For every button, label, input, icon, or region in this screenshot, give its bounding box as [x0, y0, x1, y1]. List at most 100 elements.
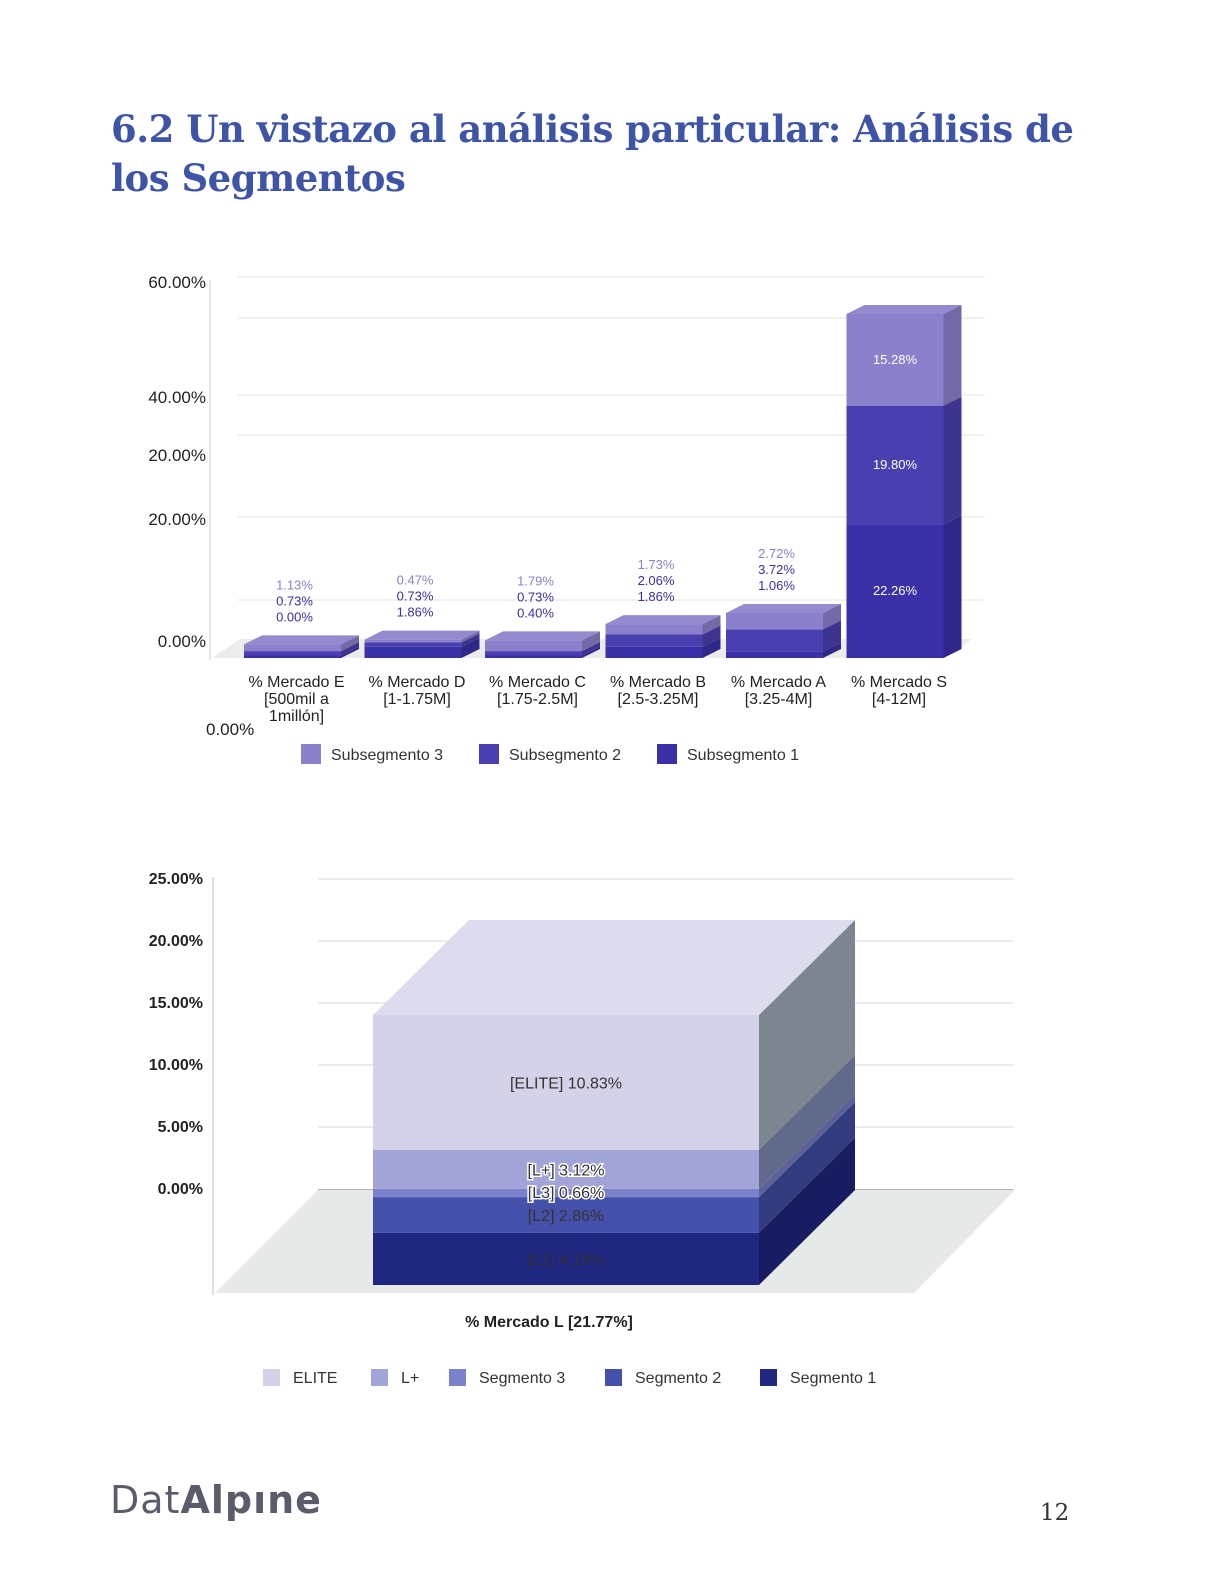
segment-segmento-1-front — [373, 1232, 759, 1285]
bar-subsegmento-2-front — [485, 651, 582, 656]
data-label: 1.86% — [397, 605, 434, 620]
data-label: 22.26% — [873, 583, 918, 598]
category-label: % Mercado D — [369, 674, 466, 691]
bar-group — [846, 304, 962, 658]
data-label: [L+] 3.12% — [528, 1162, 605, 1179]
category-label: [2.5-3.25M] — [618, 691, 699, 708]
data-label: [L2] 2.86% — [528, 1208, 605, 1225]
bar-subsegmento-1-front — [244, 655, 341, 658]
bar-subsegmento-1-front — [846, 524, 944, 658]
category-label: [3.25-4M] — [745, 691, 813, 708]
segment-l--front — [373, 1150, 759, 1189]
data-label: 2.72% — [758, 546, 795, 561]
segment-side — [759, 1137, 855, 1285]
bar-subsegmento-1-front — [605, 646, 703, 658]
segment-side — [759, 1102, 855, 1233]
bar-subsegmento-2-side — [943, 396, 962, 525]
data-label: 0.73% — [517, 589, 554, 604]
category-label: 1millón] — [269, 708, 324, 725]
data-label: 0.73% — [276, 593, 313, 608]
bar-subsegmento-1-front — [485, 655, 582, 658]
y-tick-label: 25.00% — [149, 871, 203, 888]
segment-side — [759, 920, 855, 1150]
bar-subsegmento-1-side — [823, 642, 841, 658]
segment-elite-front — [373, 1015, 759, 1150]
data-label: 0.40% — [517, 605, 554, 620]
data-label: 1.73% — [638, 557, 675, 572]
bar-subsegmento-1-side — [341, 646, 359, 658]
data-label: 0.73% — [397, 589, 434, 604]
bar-group — [726, 604, 841, 658]
page-title: 6.2 Un vistazo al análisis particular: A… — [111, 107, 1074, 200]
legend-swatch — [263, 1369, 280, 1386]
market-segments-chart: 60.00%40.00%20.00%20.00%0.00%0.00%1.13%0… — [148, 273, 985, 764]
legend-label: ELITE — [293, 1370, 337, 1387]
data-label: 1.13% — [276, 577, 313, 592]
category-label: % Mercado E — [248, 674, 344, 691]
bar-subsegmento-3-front — [244, 644, 341, 652]
bar-subsegmento-3-side — [823, 604, 841, 630]
legend-swatch — [605, 1369, 622, 1386]
logo-regular: Dat — [110, 1478, 181, 1522]
bar-subsegmento-2-front — [364, 642, 462, 647]
bar-subsegmento-2-front — [244, 651, 341, 656]
segment-side — [759, 1055, 855, 1189]
category-label: [1.75-2.5M] — [497, 691, 578, 708]
category-label: [1-1.75M] — [383, 691, 451, 708]
legend-swatch — [479, 744, 499, 764]
data-label: [L1] 4.19% — [528, 1252, 605, 1269]
bar-subsegmento-3-front — [364, 639, 462, 643]
bar-subsegmento-2-front — [605, 634, 703, 647]
legend-swatch — [449, 1369, 466, 1386]
bar-group — [605, 615, 721, 658]
bar-subsegmento-1-front — [726, 651, 823, 658]
bar-subsegmento-3-side — [702, 615, 721, 635]
segment-side — [759, 1093, 855, 1198]
bar-subsegmento-3-side — [341, 635, 359, 652]
legend-label: Subsegmento 3 — [331, 747, 443, 764]
legend-swatch — [371, 1369, 388, 1386]
page-number: 12 — [1040, 1500, 1070, 1526]
bar-subsegmento-3-side — [461, 630, 480, 643]
category-label: % Mercado C — [489, 674, 586, 691]
bar-subsegmento-3-top — [605, 615, 721, 625]
y-tick-label: 20.00% — [148, 446, 206, 465]
category-label: % Mercado S — [851, 674, 947, 691]
bar-subsegmento-3-front — [846, 313, 944, 406]
legend-swatch — [657, 744, 677, 764]
category-label: % Mercado L [21.77%] — [465, 1314, 633, 1331]
y-tick-label: 15.00% — [149, 995, 203, 1012]
bar-mercado-l — [373, 920, 855, 1285]
legend-swatch — [301, 744, 321, 764]
bar-subsegmento-2-side — [823, 620, 841, 652]
bar-subsegmento-2-side — [702, 625, 721, 647]
bar-subsegmento-3-front — [726, 613, 823, 630]
category-label: % Mercado B — [610, 674, 706, 691]
y-tick-label: 60.00% — [148, 273, 206, 292]
data-label: [L3] 0.66% — [528, 1185, 605, 1202]
stray-zero-label: 0.00% — [206, 720, 254, 739]
data-label: 19.80% — [873, 457, 918, 472]
bar-subsegmento-2-side — [461, 633, 480, 647]
bar-subsegmento-3-side — [582, 631, 600, 652]
data-label: 0.47% — [397, 573, 434, 588]
bar-subsegmento-2-side — [582, 642, 600, 656]
data-label: 15.28% — [873, 352, 918, 367]
mercado-l-chart: 25.00% 20.00% 15.00% 10.00% 5.00% 0.00% [L1] 4… — [149, 871, 1015, 1387]
segment-segmento-3-front — [373, 1188, 759, 1198]
y-tick-label: 0.00% — [158, 632, 206, 651]
legend-label: Subsegmento 1 — [687, 747, 799, 764]
segment-top — [373, 920, 855, 1015]
data-label: 0.00% — [276, 609, 313, 624]
bar-group — [244, 635, 359, 658]
data-label: 1.06% — [758, 578, 795, 593]
logo-bold: Alpıne — [180, 1478, 322, 1522]
bar-subsegmento-3-top — [244, 635, 359, 645]
segment-segmento-2-front — [373, 1197, 759, 1233]
legend-label: Segmento 3 — [479, 1370, 565, 1387]
category-label: [4-12M] — [872, 691, 926, 708]
bar-subsegmento-1-side — [582, 646, 600, 658]
legend-label: Subsegmento 2 — [509, 747, 621, 764]
datalpine-logo: DatAlpıne — [110, 1478, 322, 1522]
data-label: 1.79% — [517, 573, 554, 588]
